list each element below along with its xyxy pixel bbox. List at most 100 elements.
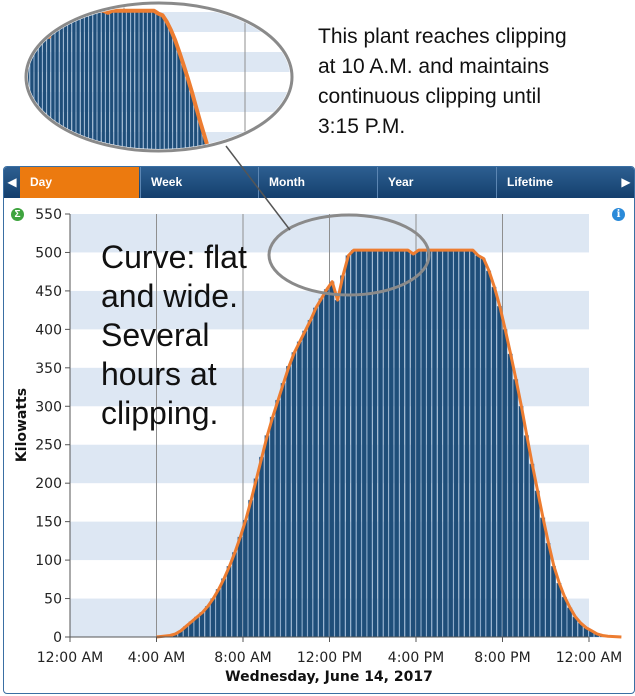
production-bar (561, 596, 567, 638)
production-bar (469, 249, 475, 638)
production-bar (307, 319, 313, 638)
production-bar (318, 298, 324, 638)
production-bar (442, 249, 448, 638)
x-tick-label: 4:00 PM (388, 650, 444, 666)
zoom-bar (185, 77, 190, 149)
production-bar (291, 352, 297, 638)
production-bar (323, 289, 329, 638)
zoom-bar (51, 23, 55, 149)
production-bar (296, 341, 302, 638)
zoom-bar (168, 29, 173, 149)
production-bar (253, 478, 259, 638)
zoom-bar (80, 10, 85, 149)
production-bar (231, 552, 237, 638)
annotation-text: This plant reaches clipping at 10 A.M. a… (318, 22, 628, 142)
production-bar (302, 330, 308, 638)
production-bar (486, 270, 492, 638)
zoom-bar (155, 13, 160, 149)
production-bar (286, 366, 292, 638)
zoom-bar (92, 10, 97, 149)
zoom-bar (176, 51, 181, 149)
production-bar (399, 249, 405, 638)
production-bar (350, 249, 356, 638)
y-tick-label: 400 (35, 322, 62, 338)
y-tick-label: 550 (35, 207, 62, 223)
callout-line: and wide. (101, 278, 238, 314)
zoom-bar (113, 10, 118, 149)
callout-line: Several (101, 317, 210, 353)
annotation-line: This plant reaches clipping (318, 25, 567, 48)
next-arrow-icon[interactable]: ▶ (621, 175, 631, 189)
zoom-bar (172, 39, 177, 149)
info-icon[interactable]: i (612, 208, 625, 221)
zoom-bar (38, 31, 43, 149)
production-bar (280, 383, 286, 638)
y-tick-label: 450 (35, 284, 62, 300)
callout-line: Curve: flat (101, 239, 247, 275)
annotation-line: continuous clipping until (318, 85, 541, 108)
production-bar (367, 249, 373, 638)
zoom-bar (147, 10, 152, 149)
zoom-bar (101, 10, 106, 149)
tab-lifetime[interactable]: Lifetime (496, 167, 616, 198)
production-bar (210, 598, 216, 638)
tab-year[interactable]: Year (377, 167, 495, 198)
x-tick-label: 8:00 PM (474, 650, 530, 666)
production-bar (226, 566, 232, 638)
zoom-bar (9, 71, 12, 152)
zoom-bar (13, 64, 16, 152)
zoom-bar (55, 13, 60, 149)
tab-month[interactable]: Month (258, 167, 376, 198)
production-bar (415, 249, 421, 638)
production-bar (496, 306, 502, 638)
zoom-bar (151, 10, 156, 149)
callout-line: clipping. (101, 395, 218, 431)
x-tick-label: 12:00 PM (297, 650, 362, 666)
y-tick-label: 200 (35, 476, 62, 492)
callout-line: hours at (101, 356, 217, 392)
clipping-highlight-ellipse (267, 213, 431, 297)
sum-icon[interactable]: Σ (11, 208, 24, 221)
production-bar (448, 249, 454, 638)
zoom-bar (105, 12, 110, 149)
production-bar (426, 249, 432, 638)
zoom-bar (88, 10, 93, 149)
production-bar (269, 416, 275, 638)
y-tick-label: 100 (35, 553, 62, 569)
y-tick-label: 250 (35, 438, 62, 454)
x-tick-label: 12:00 AM (556, 650, 622, 666)
production-bar (513, 379, 519, 638)
zoom-bar (109, 10, 114, 149)
y-tick-label: 350 (35, 361, 62, 377)
annotation-line: at 10 A.M. and maintains (318, 55, 550, 78)
production-bar (204, 606, 210, 638)
production-bar (340, 275, 346, 638)
y-tick-label: 500 (35, 245, 62, 261)
zoom-bar (118, 10, 123, 149)
zoom-bar (42, 27, 47, 149)
zoom-bar (130, 10, 135, 149)
production-bar (453, 249, 459, 638)
zoom-bar (71, 10, 76, 149)
production-bar (345, 255, 351, 638)
production-bar (518, 406, 524, 638)
production-bar (534, 490, 540, 638)
production-bar (437, 249, 443, 638)
tab-week[interactable]: Week (140, 167, 257, 198)
production-bar (237, 536, 243, 638)
production-bar (507, 353, 513, 638)
y-axis-title: Kilowatts (14, 388, 30, 462)
tab-day[interactable]: Day (20, 167, 139, 198)
zoom-bar (22, 53, 25, 152)
production-outline (156, 248, 622, 639)
production-bar (475, 255, 481, 638)
production-bar (334, 299, 340, 638)
y-tick-label: 300 (35, 399, 62, 415)
production-bar (545, 542, 551, 638)
prev-arrow-icon[interactable]: ◀ (7, 175, 17, 189)
production-bar (361, 249, 367, 638)
x-tick-label: 12:00 AM (37, 650, 103, 666)
y-tick-label: 0 (53, 630, 62, 646)
x-axis-title: Wednesday, June 14, 2017 (225, 669, 433, 685)
